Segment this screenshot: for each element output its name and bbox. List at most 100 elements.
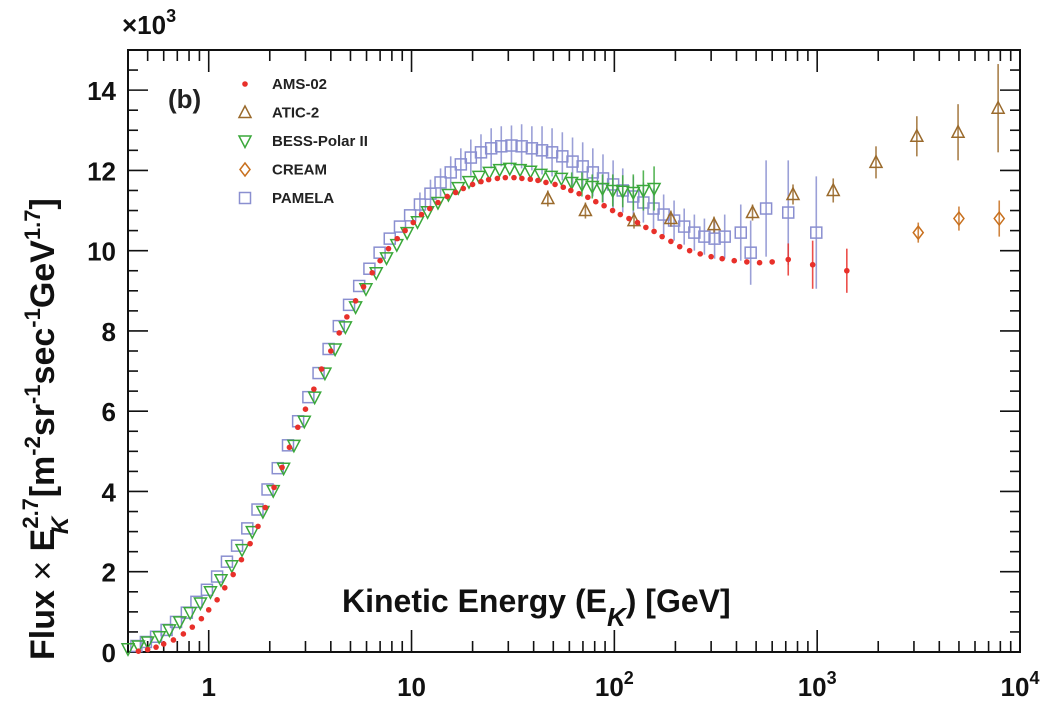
data-point xyxy=(592,198,599,205)
data-point xyxy=(492,163,507,178)
data-point xyxy=(336,330,343,336)
data-point xyxy=(651,228,657,235)
data-point xyxy=(601,202,607,209)
data-point xyxy=(230,571,236,578)
legend-label: BESS-Polar II xyxy=(272,133,368,150)
data-point xyxy=(663,210,679,225)
data-point xyxy=(338,321,353,336)
x-tick-label: 104 xyxy=(1001,668,1040,702)
data-point xyxy=(434,176,447,189)
data-point xyxy=(317,367,333,382)
data-point xyxy=(418,211,425,218)
data-point xyxy=(482,166,497,181)
data-point xyxy=(554,172,569,187)
data-point xyxy=(251,503,264,516)
data-point xyxy=(271,484,277,491)
plot-frame xyxy=(127,49,1021,653)
data-point xyxy=(540,190,556,205)
data-point xyxy=(519,175,525,182)
data-point xyxy=(643,224,649,231)
data-point xyxy=(452,189,459,196)
data-point xyxy=(505,139,518,152)
data-point xyxy=(302,390,315,404)
legend-label: PAMELA xyxy=(272,190,334,207)
data-point xyxy=(189,624,196,630)
data-point xyxy=(430,196,446,211)
data-marks xyxy=(120,64,1006,657)
y-tick-label: 6 xyxy=(102,397,116,427)
data-point xyxy=(135,648,142,654)
data-point xyxy=(120,643,136,657)
data-point xyxy=(474,146,488,159)
data-point xyxy=(214,597,220,603)
y-tick-label: 2 xyxy=(102,558,116,588)
data-point xyxy=(144,646,151,653)
data-point xyxy=(295,424,301,431)
data-point xyxy=(363,262,376,275)
data-point xyxy=(609,207,616,214)
legend-label: CREAM xyxy=(272,162,327,179)
series-ams-02 xyxy=(135,174,850,654)
data-point xyxy=(535,144,549,157)
data-point xyxy=(731,257,738,264)
data-point xyxy=(213,574,229,588)
data-point xyxy=(626,215,632,222)
data-point xyxy=(605,184,620,199)
y-axis-title: Flux × E2.7 K [m-2sr-1sec-1GeV1.7] xyxy=(18,198,74,660)
data-point xyxy=(636,184,651,199)
data-point xyxy=(426,205,433,212)
data-point xyxy=(527,176,534,183)
data-point xyxy=(615,185,630,200)
data-point xyxy=(238,556,245,563)
data-point xyxy=(358,283,374,297)
data-point xyxy=(153,644,159,650)
data-point xyxy=(543,179,549,186)
panel-label: (b) xyxy=(168,84,201,114)
data-point xyxy=(444,193,451,200)
data-point xyxy=(809,261,816,268)
data-point xyxy=(435,199,441,206)
data-point xyxy=(444,166,457,179)
data-point xyxy=(224,559,240,574)
data-point xyxy=(424,187,437,200)
data-point xyxy=(383,232,397,245)
data-point xyxy=(203,586,218,600)
data-point xyxy=(578,202,593,217)
data-point xyxy=(698,230,711,243)
data-point xyxy=(646,182,662,197)
data-point xyxy=(131,640,146,655)
data-point xyxy=(706,216,722,231)
data-point xyxy=(502,174,509,181)
data-point xyxy=(394,235,401,242)
data-point xyxy=(484,142,498,155)
data-point xyxy=(560,184,567,191)
data-point xyxy=(708,232,721,245)
data-point xyxy=(200,583,214,597)
data-point xyxy=(523,165,538,180)
data-point xyxy=(307,391,322,406)
data-point xyxy=(230,539,244,552)
data-point xyxy=(234,543,250,558)
data-point xyxy=(454,158,468,171)
data-point xyxy=(172,616,188,631)
data-point xyxy=(402,227,408,234)
data-point xyxy=(686,247,693,254)
series-atic-2 xyxy=(540,64,1006,233)
data-point xyxy=(634,219,641,226)
legend-marker xyxy=(242,81,248,87)
data-point xyxy=(352,298,359,304)
data-point xyxy=(255,523,261,530)
y-tick-label: 14 xyxy=(87,76,116,106)
data-point xyxy=(494,175,501,182)
data-point xyxy=(708,253,714,260)
y-tick-label: 4 xyxy=(102,477,117,507)
data-point xyxy=(697,251,703,257)
data-point xyxy=(210,570,224,583)
legend-label: ATIC-2 xyxy=(272,105,319,122)
x-tick-label: 10 xyxy=(397,672,426,702)
data-point xyxy=(781,206,795,219)
data-point xyxy=(574,178,590,193)
data-point xyxy=(485,176,492,183)
data-point xyxy=(719,255,725,262)
